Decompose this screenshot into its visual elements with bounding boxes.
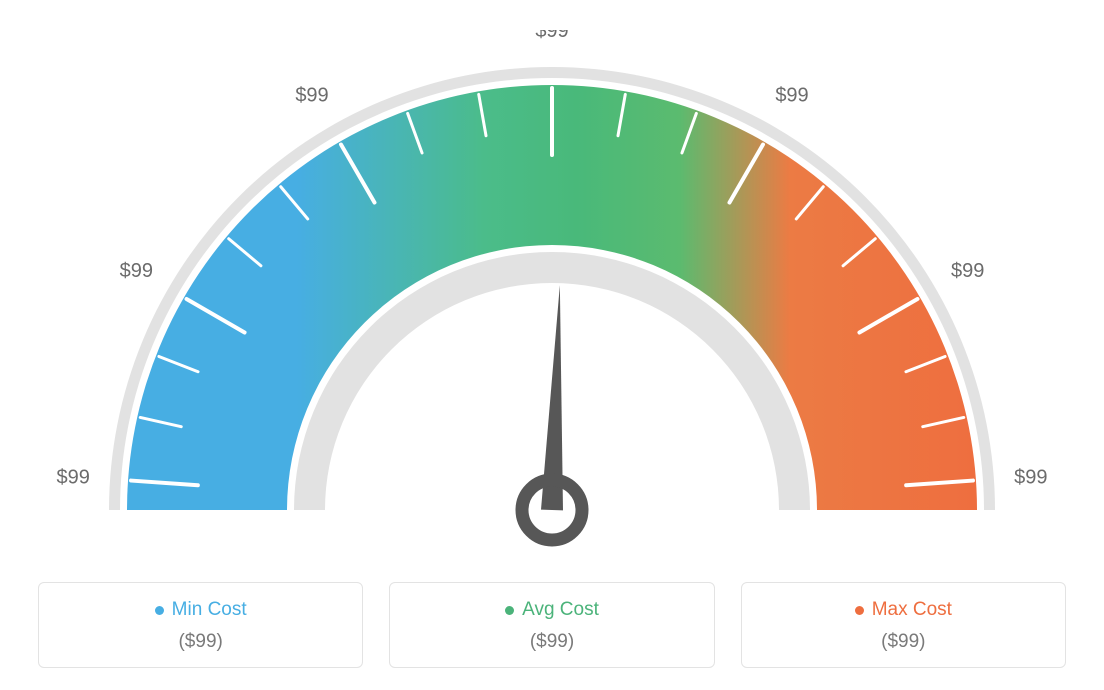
legend-title-avg: Avg Cost xyxy=(505,599,599,621)
legend-value: ($99) xyxy=(400,631,703,653)
tick-label: $99 xyxy=(295,84,328,106)
legend-label: Min Cost xyxy=(172,599,247,621)
tick-label: $99 xyxy=(951,260,984,282)
legend-card-avg: Avg Cost ($99) xyxy=(389,582,714,668)
legend-title-min: Min Cost xyxy=(155,599,247,621)
tick-label: $99 xyxy=(56,467,89,489)
dot-icon xyxy=(155,606,164,615)
legend-card-min: Min Cost ($99) xyxy=(38,582,363,668)
legend-value: ($99) xyxy=(752,631,1055,653)
legend-label: Max Cost xyxy=(872,599,952,621)
legend-value: ($99) xyxy=(49,631,352,653)
dot-icon xyxy=(855,606,864,615)
legend-row: Min Cost ($99) Avg Cost ($99) Max Cost (… xyxy=(0,582,1104,668)
gauge-svg: $99 $99 $99 $99 $99 $99 $99 xyxy=(52,30,1052,590)
tick-label: $99 xyxy=(535,30,568,42)
tick-label: $99 xyxy=(775,84,808,106)
dot-icon xyxy=(505,606,514,615)
tick-label: $99 xyxy=(120,260,153,282)
legend-title-max: Max Cost xyxy=(855,599,952,621)
legend-label: Avg Cost xyxy=(522,599,599,621)
cost-gauge-infographic: $99 $99 $99 $99 $99 $99 $99 Min Cost ($99) Avg… xyxy=(0,0,1104,690)
gauge-area: $99 $99 $99 $99 $99 $99 $99 xyxy=(0,0,1104,560)
tick-label: $99 xyxy=(1014,467,1047,489)
legend-card-max: Max Cost ($99) xyxy=(741,582,1066,668)
